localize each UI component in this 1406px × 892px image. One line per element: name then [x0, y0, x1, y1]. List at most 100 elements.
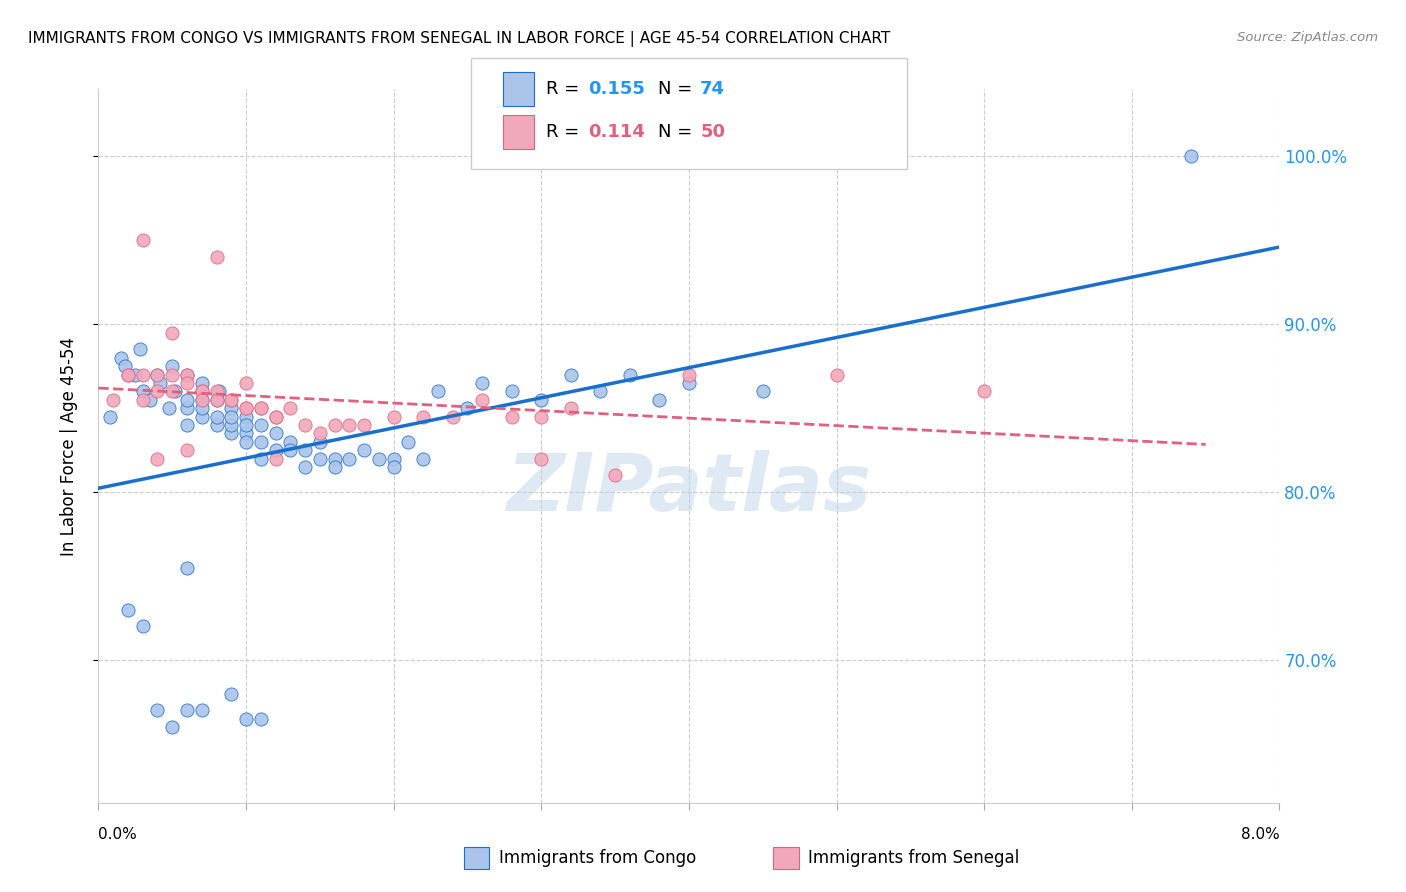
Point	[441, 409, 464, 424]
Point	[308, 451, 332, 466]
Point	[589, 384, 612, 399]
Point	[471, 392, 494, 407]
Point	[323, 451, 346, 466]
Text: 50: 50	[700, 123, 725, 141]
Point	[191, 384, 214, 399]
Text: N =: N =	[658, 80, 697, 98]
Point	[530, 392, 553, 407]
Text: R =: R =	[546, 80, 585, 98]
Point	[294, 443, 316, 458]
Point	[235, 376, 257, 390]
Text: 0.114: 0.114	[588, 123, 644, 141]
Point	[323, 417, 346, 432]
Point	[132, 392, 155, 407]
Point	[560, 401, 582, 416]
Point	[205, 417, 228, 432]
Point	[426, 384, 449, 399]
Point	[501, 384, 523, 399]
Point	[323, 460, 346, 475]
Point	[117, 368, 139, 382]
Point	[382, 409, 405, 424]
Point	[250, 712, 273, 726]
Point	[176, 401, 198, 416]
Point	[973, 384, 995, 399]
Point	[250, 401, 273, 416]
Point	[530, 409, 553, 424]
Text: Immigrants from Congo: Immigrants from Congo	[499, 849, 696, 867]
Point	[678, 368, 700, 382]
Point	[146, 368, 169, 382]
Point	[560, 368, 582, 382]
Point	[132, 233, 155, 247]
Point	[139, 392, 162, 407]
Point	[176, 443, 198, 458]
Point	[162, 368, 183, 382]
Point	[117, 603, 139, 617]
Point	[367, 451, 389, 466]
Point	[117, 368, 139, 382]
Point	[412, 451, 434, 466]
Point	[219, 417, 242, 432]
Point	[382, 460, 405, 475]
Point	[219, 401, 242, 416]
Point	[471, 376, 494, 390]
Point	[530, 451, 553, 466]
Point	[128, 343, 150, 357]
Point	[278, 434, 302, 449]
Point	[176, 368, 198, 382]
Point	[250, 451, 273, 466]
Point	[205, 250, 228, 264]
Point	[825, 368, 848, 382]
Text: Immigrants from Senegal: Immigrants from Senegal	[808, 849, 1019, 867]
Point	[191, 384, 214, 399]
Point	[165, 384, 187, 399]
Text: 8.0%: 8.0%	[1240, 827, 1279, 841]
Text: 0.0%: 0.0%	[98, 827, 138, 841]
Text: 74: 74	[700, 80, 725, 98]
Point	[235, 401, 257, 416]
Point	[176, 560, 198, 574]
Point	[146, 451, 169, 466]
Point	[103, 392, 125, 407]
Point	[162, 384, 183, 399]
Point	[176, 703, 198, 717]
Point	[235, 409, 257, 424]
Point	[235, 401, 257, 416]
Point	[219, 409, 242, 424]
Point	[264, 409, 287, 424]
Point	[146, 384, 169, 399]
Point	[132, 384, 155, 399]
Point	[235, 426, 257, 441]
Point	[208, 384, 231, 399]
Text: Source: ZipAtlas.com: Source: ZipAtlas.com	[1237, 31, 1378, 45]
Point	[219, 687, 242, 701]
Point	[162, 359, 183, 374]
Point	[294, 417, 316, 432]
Point	[250, 401, 273, 416]
Point	[191, 409, 214, 424]
Point	[191, 392, 214, 407]
Point	[264, 451, 287, 466]
Point	[412, 409, 434, 424]
Point	[219, 392, 242, 407]
Point	[264, 409, 287, 424]
Point	[456, 401, 478, 416]
Point	[132, 368, 155, 382]
Point	[235, 434, 257, 449]
Y-axis label: In Labor Force | Age 45-54: In Labor Force | Age 45-54	[59, 336, 77, 556]
Point	[162, 326, 183, 340]
Point	[353, 417, 375, 432]
Point	[191, 401, 214, 416]
Point	[176, 417, 198, 432]
Point	[353, 443, 375, 458]
Point	[648, 392, 671, 407]
Point	[132, 619, 155, 633]
Point	[114, 359, 136, 374]
Text: 0.155: 0.155	[588, 80, 644, 98]
Point	[219, 392, 242, 407]
Point	[205, 392, 228, 407]
Point	[149, 376, 172, 390]
Point	[278, 443, 302, 458]
Point	[191, 392, 214, 407]
Point	[205, 384, 228, 399]
